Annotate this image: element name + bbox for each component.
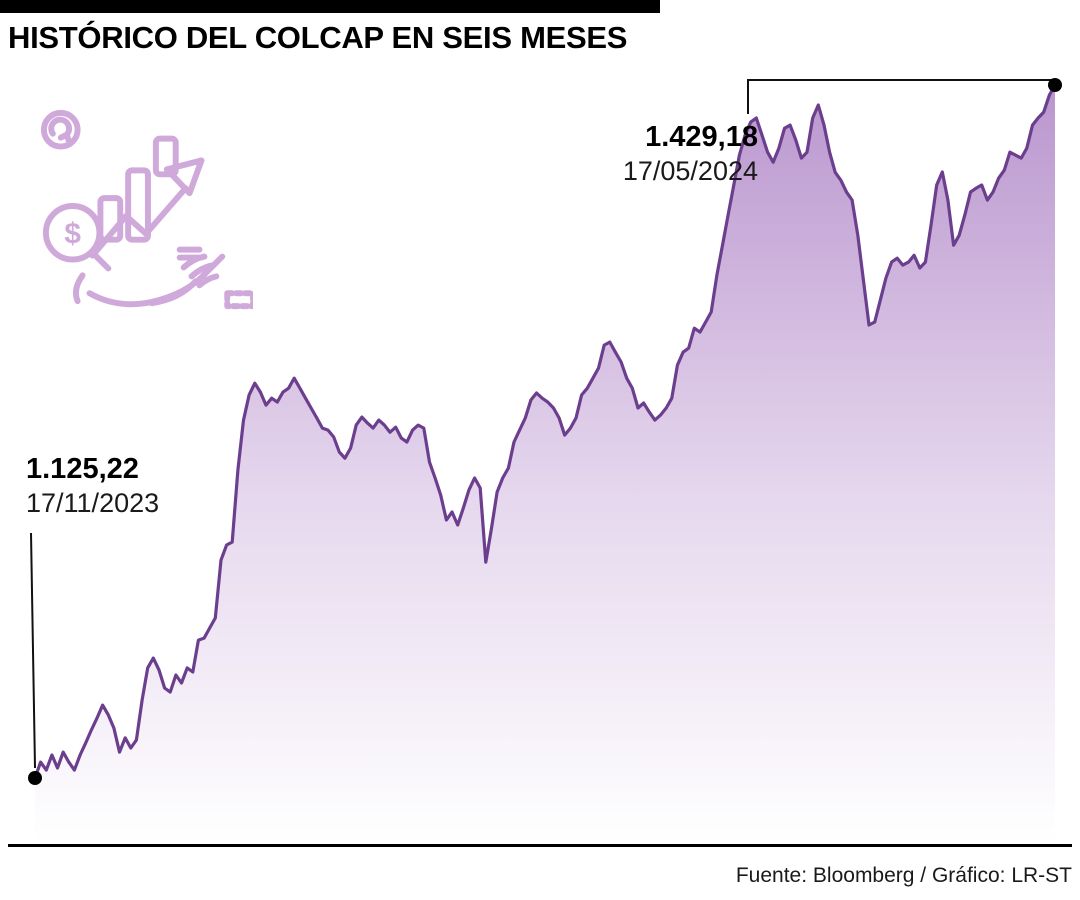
growth-arrowhead-icon bbox=[163, 157, 205, 197]
magnifier-handle bbox=[89, 249, 112, 272]
colcap-area-fill bbox=[35, 85, 1055, 843]
coin-cycle-arrowhead bbox=[57, 131, 72, 144]
growth-arrow-icon bbox=[89, 185, 189, 259]
end-annotation: 1.429,18 17/05/2024 bbox=[560, 120, 758, 188]
bar-icon-2 bbox=[125, 167, 151, 243]
end-value: 1.429,18 bbox=[645, 121, 758, 153]
start-date: 17/11/2023 bbox=[26, 488, 160, 519]
coin-cycle-arrow bbox=[48, 116, 73, 138]
coin-cycle-icon bbox=[40, 109, 81, 150]
end-callout-line bbox=[747, 79, 1052, 114]
page-title: HISTÓRICO DEL COLCAP EN SEIS MESES bbox=[8, 20, 628, 55]
bar-icon-3 bbox=[152, 135, 179, 178]
dollar-glyph: $ bbox=[64, 218, 81, 251]
x-axis-line bbox=[8, 844, 1072, 847]
top-accent-bar bbox=[0, 0, 660, 13]
end-date: 17/05/2024 bbox=[622, 156, 758, 187]
end-point-dot bbox=[1048, 78, 1062, 92]
start-value: 1.125,22 bbox=[26, 453, 139, 485]
finance-growth-icon: $ bbox=[35, 98, 256, 318]
source-credit: Fuente: Bloomberg / Gráfico: LR-ST bbox=[735, 864, 1072, 887]
dashed-block-icon bbox=[224, 290, 256, 310]
start-point-dot bbox=[28, 771, 42, 785]
start-annotation: 1.125,22 17/11/2023 bbox=[26, 452, 159, 520]
magnifier-icon bbox=[42, 203, 103, 263]
start-callout-line bbox=[30, 532, 36, 769]
colcap-line-series bbox=[33, 83, 1057, 780]
coins-in-hand bbox=[176, 246, 203, 261]
hand-thumb bbox=[148, 278, 199, 307]
hand-wrist bbox=[73, 272, 86, 305]
finance-growth-icon-svg: $ bbox=[40, 109, 256, 310]
